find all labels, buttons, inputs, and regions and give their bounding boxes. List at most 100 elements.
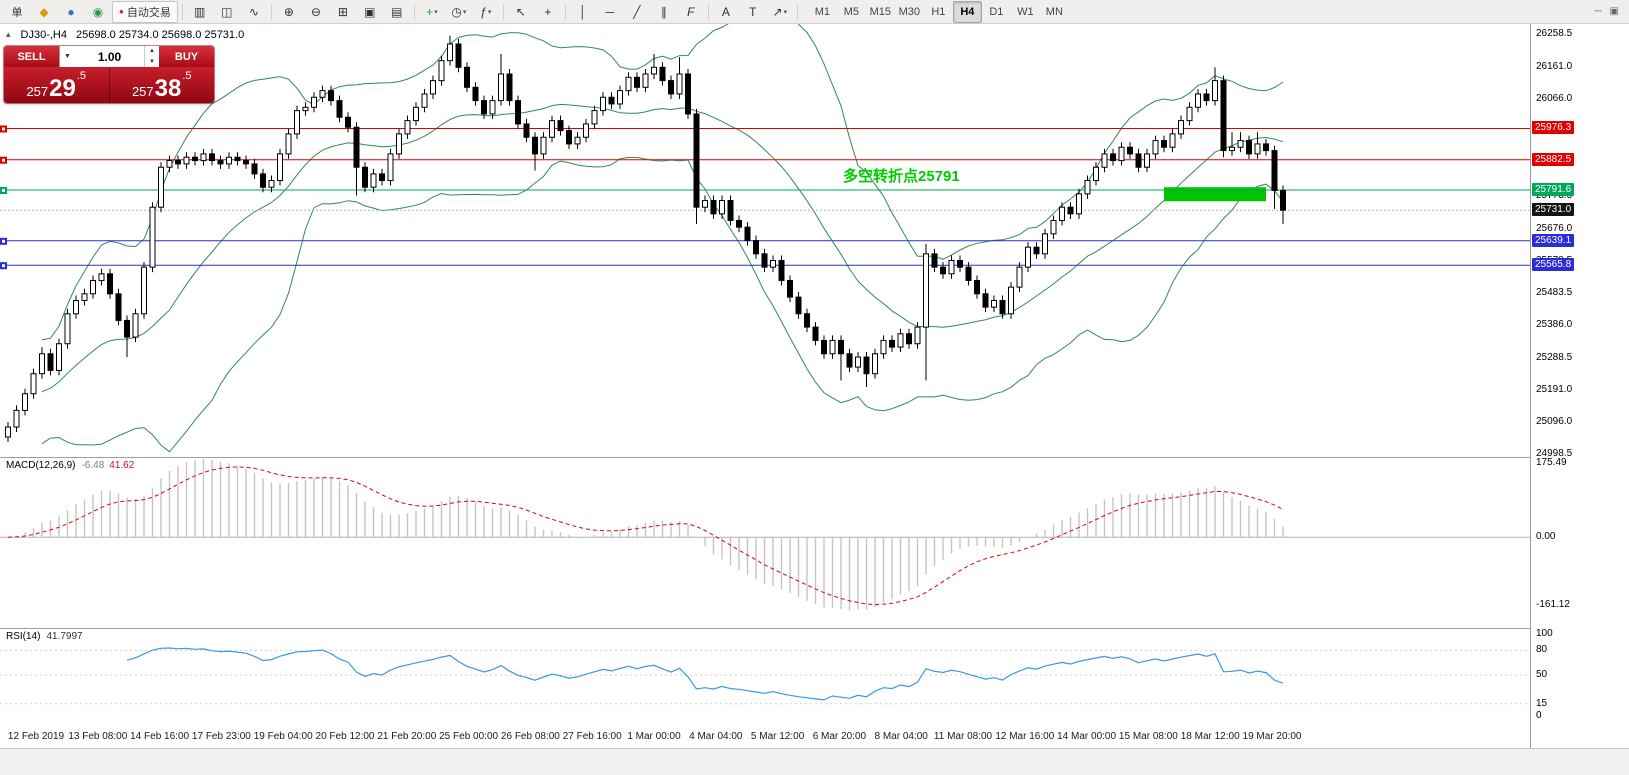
time-label: 15 Mar 08:00 xyxy=(1118,731,1178,742)
sell-price-button[interactable]: 257 29 .5 xyxy=(4,67,110,103)
zoom-out-button[interactable]: ⊖ xyxy=(303,1,329,23)
fibonacci-tool-button[interactable]: F xyxy=(678,1,704,23)
volume-down-icon[interactable]: ▼ xyxy=(149,58,155,65)
tile-windows-button[interactable]: ⊞ xyxy=(330,1,356,23)
toolbar-separator xyxy=(502,3,504,20)
timeframe-m5-button[interactable]: M5 xyxy=(843,5,859,18)
time-label: 20 Feb 12:00 xyxy=(315,731,375,742)
time-axis[interactable]: 12 Feb 2019 13 Feb 08:00 14 Feb 16:00 17 Fe… xyxy=(0,726,1530,748)
price-chart[interactable] xyxy=(0,24,1530,457)
indicators-fx-icon: ƒ xyxy=(480,4,487,19)
chevron-down-icon: ▾ xyxy=(487,8,492,16)
timeframe-h1-button[interactable]: H1 xyxy=(931,5,946,18)
buy-button[interactable]: BUY xyxy=(159,46,214,67)
price-axis-tick: 26066.0 xyxy=(1536,92,1573,104)
cascade-windows-button[interactable]: ▣ xyxy=(357,1,383,23)
cursor-tool-button[interactable]: ↖ xyxy=(508,1,534,23)
sell-price-prefix: 257 xyxy=(26,83,49,99)
time-label: 14 Mar 00:00 xyxy=(1057,731,1117,742)
toolbar-separator xyxy=(270,3,272,20)
level-price-label: 25565.8 xyxy=(1532,258,1575,272)
buy-price-suffix: .5 xyxy=(182,70,192,82)
line-chart-icon: ∿ xyxy=(248,4,259,19)
arrows-tool-button[interactable]: ↗ ▾ xyxy=(767,1,793,23)
autotrading-button[interactable]: ● 自动交易 xyxy=(112,0,178,23)
community-icon: ◉ xyxy=(92,4,104,19)
time-label: 11 Mar 08:00 xyxy=(933,731,993,742)
community-button[interactable]: ◉ xyxy=(85,1,111,23)
time-label: 8 Mar 04:00 xyxy=(874,731,928,742)
highlight-rectangle xyxy=(1164,187,1266,202)
chart-symbol-period: DJ30-,H4 xyxy=(20,29,67,41)
chevron-down-icon: ▾ xyxy=(462,8,467,16)
text-tool-button[interactable]: A xyxy=(713,1,739,23)
timeframe-h4-button[interactable]: H4 xyxy=(952,0,982,23)
timeframe-mn-button[interactable]: MN xyxy=(1045,5,1063,18)
arrange-windows-button[interactable]: ▤ xyxy=(384,1,410,23)
timeframe-m30-button[interactable]: M30 xyxy=(898,5,921,18)
buy-price-big: 38 xyxy=(154,74,182,102)
timeframe-m15-button[interactable]: M15 xyxy=(869,5,892,18)
time-label: 26 Feb 08:00 xyxy=(500,731,560,742)
chevron-down-icon: ▾ xyxy=(783,8,788,16)
channel-tool-button[interactable]: ∥ xyxy=(651,1,677,23)
profile-button[interactable]: ● xyxy=(58,1,84,23)
price-scale[interactable]: 26258.526161.026066.025968.525871.025773… xyxy=(1530,24,1629,748)
crosshair-icon: + xyxy=(544,4,552,19)
one-click-collapse-arrow[interactable]: ▴ xyxy=(6,29,11,39)
time-label: 14 Feb 16:00 xyxy=(130,731,190,742)
new-order-button[interactable]: ◆ xyxy=(31,1,57,23)
buy-price-button[interactable]: 257 38 .5 xyxy=(110,67,215,103)
timeframe-m1-button[interactable]: M1 xyxy=(814,5,830,18)
candlestick-chart-icon: ◫ xyxy=(221,4,233,19)
time-label: 27 Feb 16:00 xyxy=(562,731,622,742)
line-chart-mode-button[interactable]: ∿ xyxy=(241,1,267,23)
crosshair-tool-button[interactable]: + xyxy=(535,1,561,23)
price-axis-tick: 24998.5 xyxy=(1536,448,1573,460)
macd-histogram xyxy=(15,459,1284,611)
order-menu-button[interactable]: 单 xyxy=(11,6,23,19)
price-axis-tick: 25288.5 xyxy=(1536,351,1573,363)
label-tool-button[interactable]: T xyxy=(740,1,766,23)
macd-panel[interactable] xyxy=(0,457,1530,628)
sell-price-big: 29 xyxy=(49,74,76,102)
rsi-panel[interactable] xyxy=(0,628,1530,726)
level-price-label: 25882.5 xyxy=(1532,152,1575,166)
price-axis-tick: 25676.0 xyxy=(1536,222,1573,234)
horizontal-line-tool-button[interactable]: ─ xyxy=(597,1,623,23)
macd-value-main: -6.48 xyxy=(81,460,105,471)
volume-input[interactable]: 1.00 xyxy=(75,46,144,67)
timeframe-w1-button[interactable]: W1 xyxy=(1017,5,1034,18)
panel-divider[interactable] xyxy=(0,628,1629,629)
time-label: 21 Feb 20:00 xyxy=(377,731,437,742)
volume-up-icon[interactable]: ▲ xyxy=(149,48,155,55)
buy-price-prefix: 257 xyxy=(131,83,154,99)
zoom-in-button[interactable]: ⊕ xyxy=(276,1,302,23)
volume-stepper: ▲ ▼ xyxy=(144,46,159,67)
vertical-line-tool-button[interactable]: │ xyxy=(570,1,596,23)
volume-dropdown[interactable]: ▼ xyxy=(59,46,75,67)
clock-icon: ◷ xyxy=(451,4,462,19)
text-icon: A xyxy=(721,4,730,19)
restore-icon[interactable]: ▣ xyxy=(1609,6,1619,17)
sell-button[interactable]: SELL xyxy=(4,46,59,67)
trendline-icon: ╱ xyxy=(633,4,641,19)
new-chart-icon: + xyxy=(426,4,434,19)
minimize-icon[interactable]: ─ xyxy=(1594,6,1602,17)
time-label: 12 Mar 16:00 xyxy=(995,731,1055,742)
chart-info-line: ▴ DJ30-,H4 25698.0 25734.0 25698.0 25731… xyxy=(6,29,244,41)
new-chart-button[interactable]: + ▾ xyxy=(419,1,445,23)
trendline-tool-button[interactable]: ╱ xyxy=(624,1,650,23)
time-label: 25 Feb 00:00 xyxy=(439,731,499,742)
candle-chart-mode-button[interactable]: ◫ xyxy=(214,1,240,23)
bar-chart-mode-button[interactable]: ▥ xyxy=(187,1,213,23)
chart-annotation[interactable]: 多空转折点25791 xyxy=(843,168,960,185)
price-axis-tick: 25386.0 xyxy=(1536,319,1573,331)
indicators-button[interactable]: ƒ ▾ xyxy=(473,1,499,23)
periods-button[interactable]: ◷ ▾ xyxy=(446,1,472,23)
zoom-in-icon: ⊕ xyxy=(283,4,294,19)
price-axis-tick: 25483.5 xyxy=(1536,286,1573,298)
timeframe-d1-button[interactable]: D1 xyxy=(989,5,1004,18)
panel-divider[interactable] xyxy=(0,457,1629,458)
macd-label: MACD(12,26,9) -6.48 41.62 xyxy=(6,460,134,471)
